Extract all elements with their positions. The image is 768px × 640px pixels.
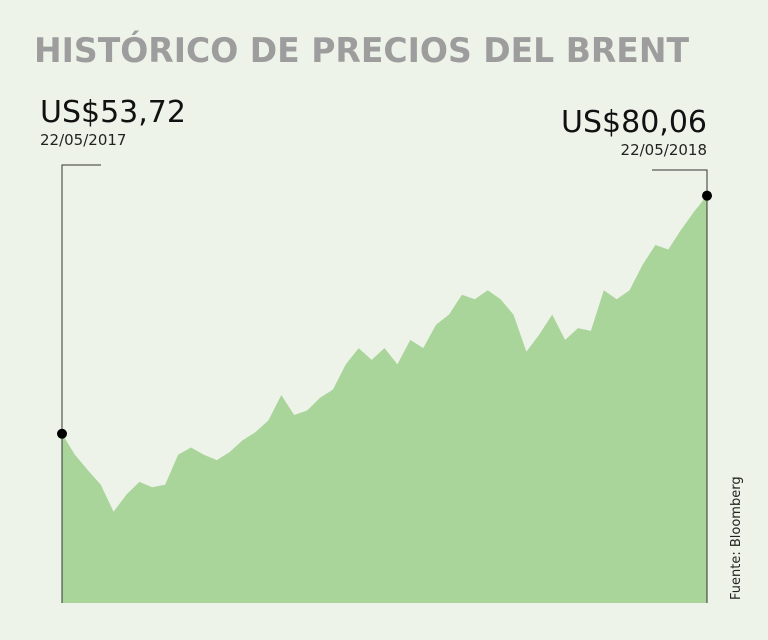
chart-title: HISTÓRICO DE PRECIOS DEL BRENT (34, 30, 690, 71)
annotation-dot (57, 428, 67, 439)
source: Fuente: Bloomberg (729, 476, 744, 600)
annotation-label: US$80,06 (561, 105, 707, 140)
annotation-label: US$53,72 (40, 95, 186, 130)
annotation-date: 22/05/2017 (40, 131, 126, 149)
leader-line (652, 169, 708, 603)
annotation-dot (702, 190, 712, 201)
area (62, 195, 707, 603)
annotation-date: 22/05/2018 (621, 141, 707, 159)
leader-line (61, 164, 101, 603)
